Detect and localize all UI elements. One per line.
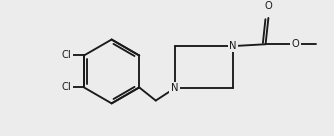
Text: O: O <box>265 1 272 11</box>
Text: O: O <box>292 39 300 49</box>
Text: N: N <box>171 83 178 93</box>
Text: Cl: Cl <box>61 82 71 92</box>
Text: N: N <box>229 41 236 51</box>
Text: Cl: Cl <box>61 50 71 61</box>
